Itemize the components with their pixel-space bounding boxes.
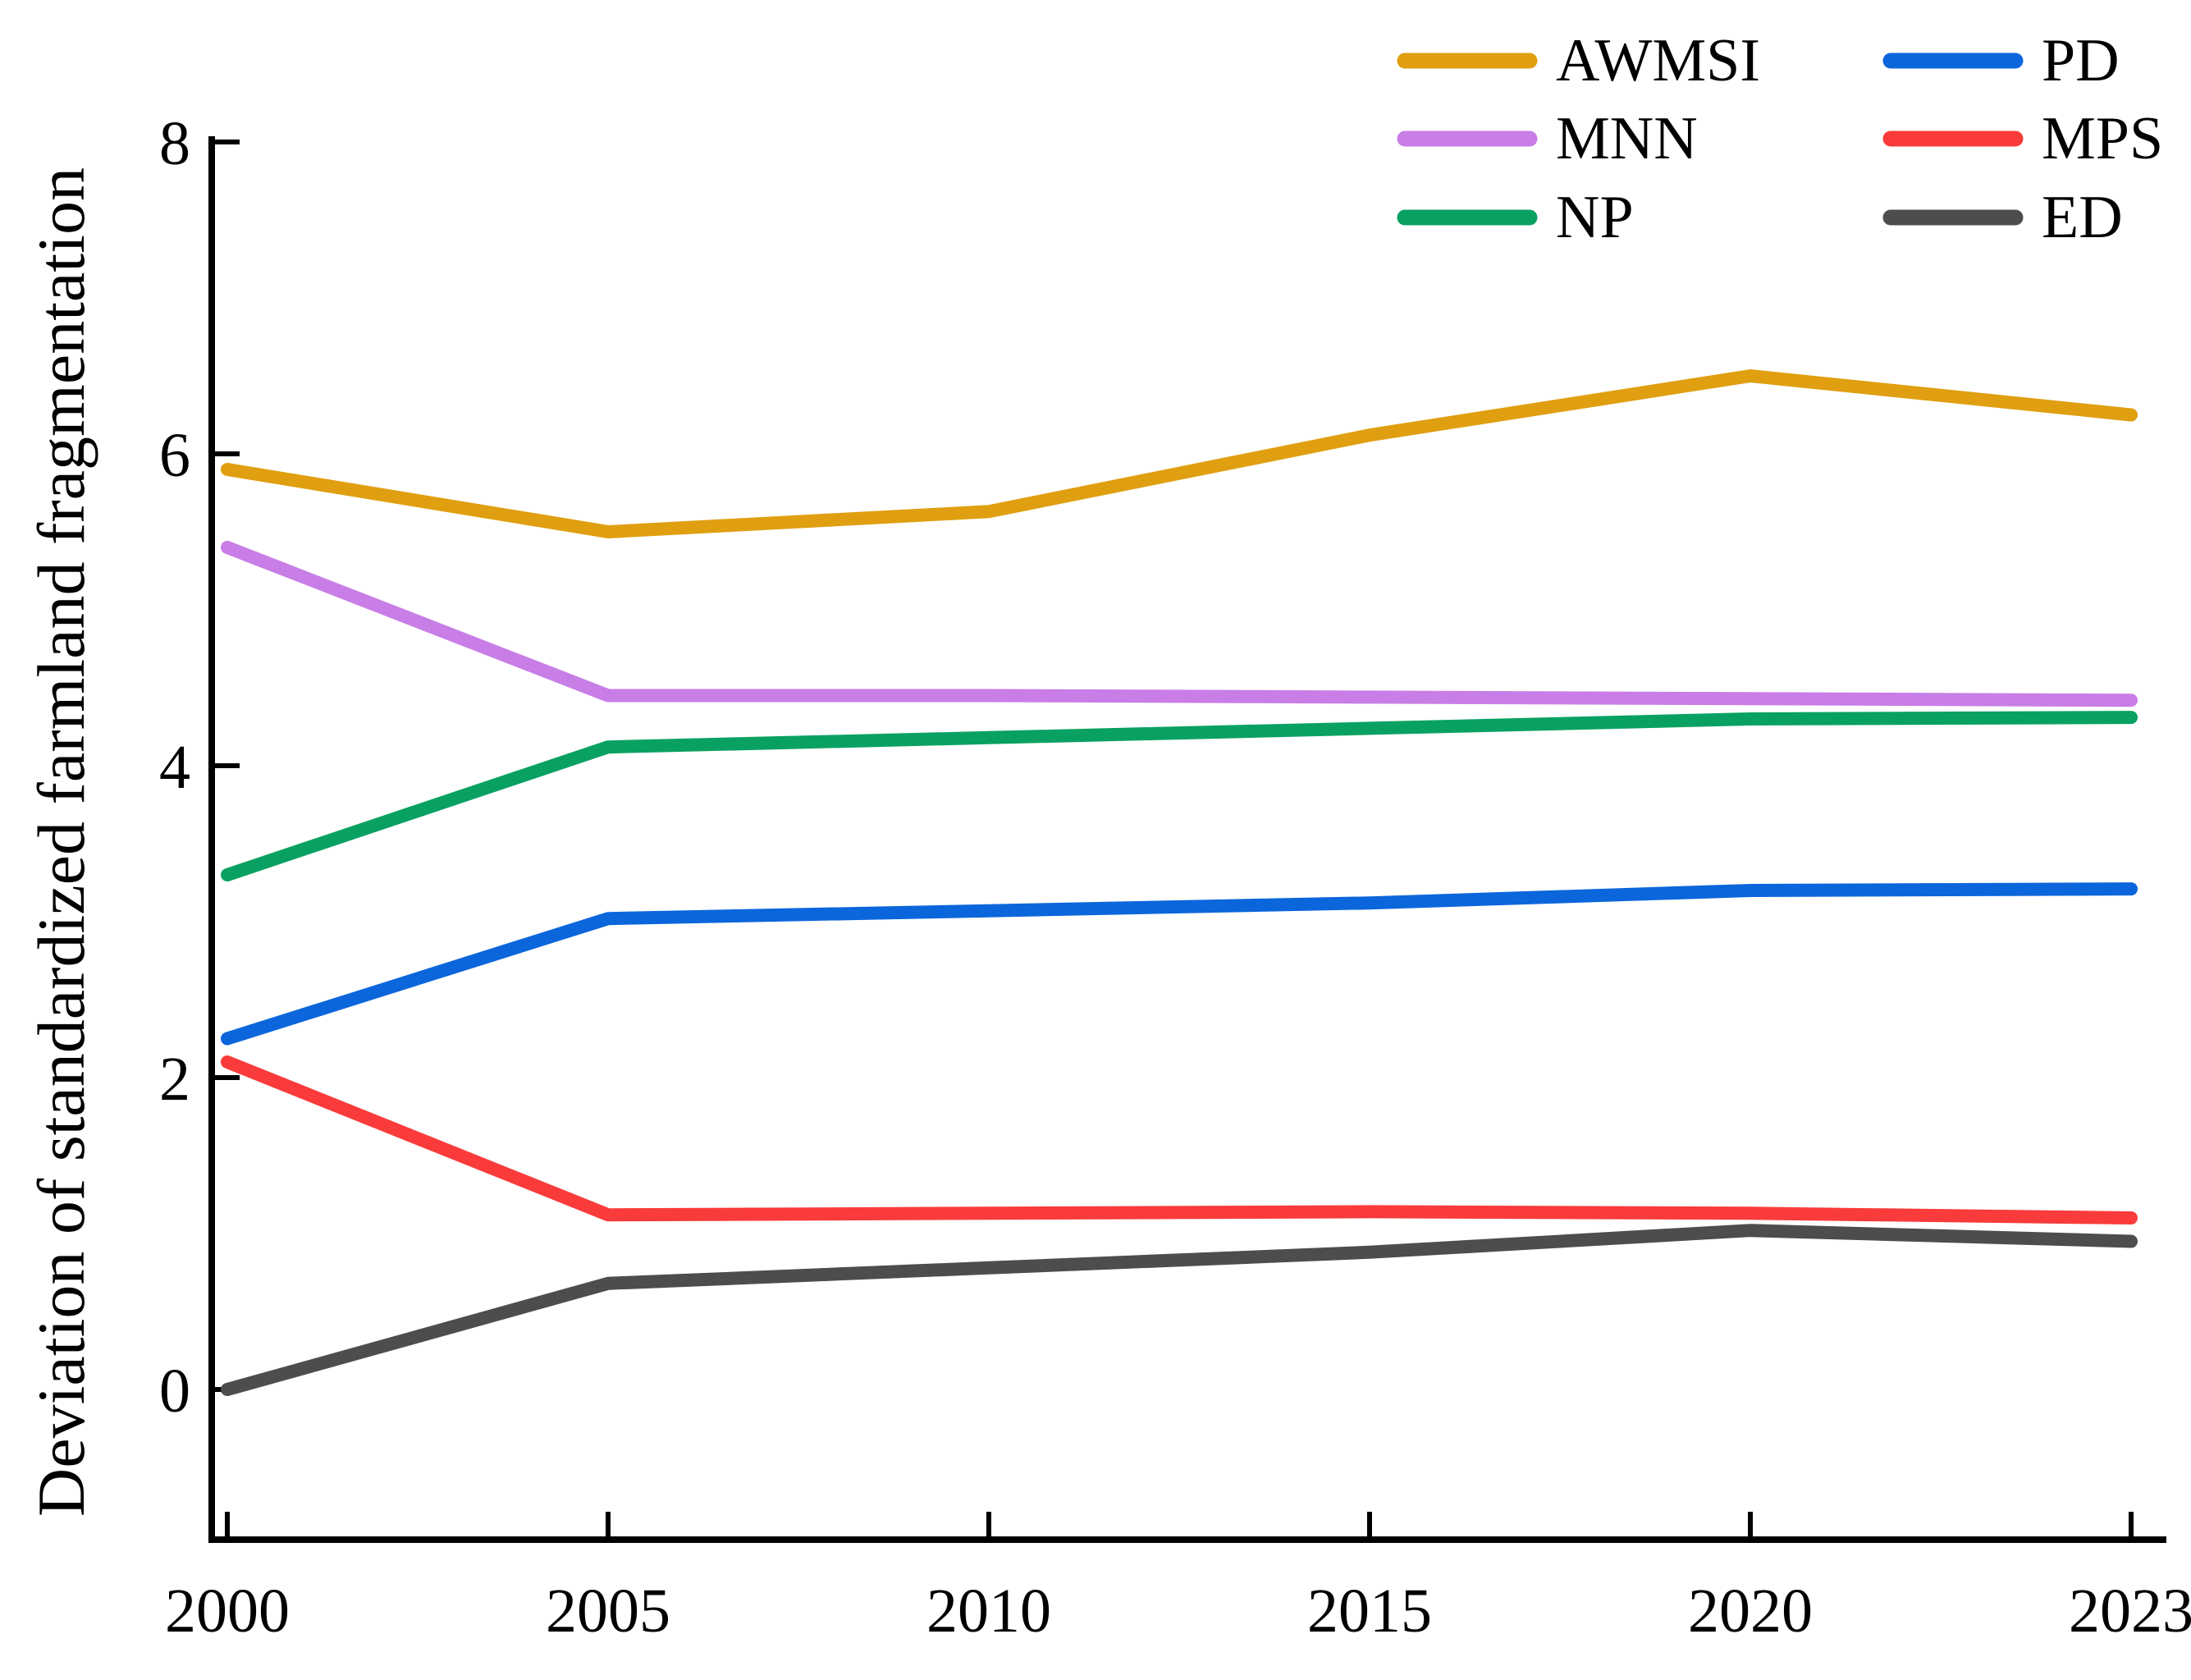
line-chart: 0 2 4 6 8 2000 2005 2010 2015 2020 2023 AWMSI MNN NP… [33, 27, 2191, 1646]
legend-label-mnn: MNN [1556, 105, 1698, 172]
x-tick-label-2020: 2020 [1688, 1577, 1813, 1646]
y-tick-label-8: 8 [159, 109, 190, 178]
x-tick-label-2000: 2000 [165, 1577, 290, 1646]
x-tick-label-2005: 2005 [546, 1577, 670, 1646]
y-tick-label-0: 0 [159, 1357, 190, 1426]
legend-label-awmsi: AWMSI [1556, 27, 1760, 94]
y-tick-label-6: 6 [159, 421, 190, 490]
series-line-mnn [221, 541, 2138, 707]
legend-label-np: NP [1556, 184, 1634, 251]
x-tick-label-2023: 2023 [2069, 1577, 2191, 1646]
y-axis-title: Deviation of standardized farmland fragm… [33, 167, 98, 1517]
axes: 0 2 4 6 8 2000 2005 2010 2015 2020 2023 [159, 109, 2191, 1646]
legend-label-ed: ED [2042, 184, 2123, 251]
series-line-pd [221, 882, 2138, 1046]
series-line-ed [221, 1224, 2138, 1396]
series-line-awmsi [221, 369, 2138, 538]
x-tick-label-2015: 2015 [1307, 1577, 1432, 1646]
farmland-fragmentation-chart: 0 2 4 6 8 2000 2005 2010 2015 2020 2023 AWMSI MNN NP… [33, 13, 2191, 1667]
legend: AWMSI MNN NP PD MPS ED [1397, 27, 2163, 251]
plot-lines [221, 369, 2138, 1396]
y-tick-label-2: 2 [159, 1045, 190, 1114]
series-line-np [221, 711, 2138, 881]
y-tick-label-4: 4 [159, 733, 190, 802]
legend-label-mps: MPS [2042, 105, 2163, 172]
legend-label-pd: PD [2042, 27, 2120, 94]
series-line-mps [221, 1055, 2138, 1225]
x-tick-label-2010: 2010 [926, 1577, 1051, 1646]
